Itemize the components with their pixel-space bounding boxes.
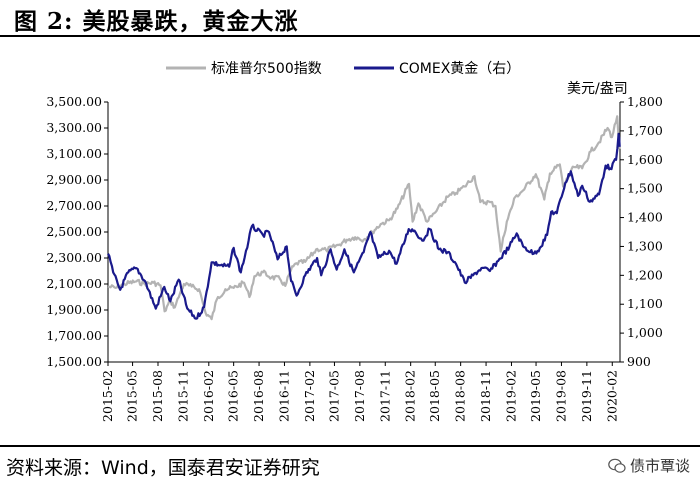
left-tick-label: 3,300.00 (46, 120, 102, 135)
left-tick-label: 3,100.00 (46, 146, 102, 161)
x-tick-label: 2017-05 (326, 370, 341, 422)
x-tick-label: 2017-02 (302, 370, 317, 422)
legend-label-gold: COMEX黄金（右） (399, 60, 520, 77)
right-tick-label: 1,000 (627, 325, 663, 340)
chart: 标准普尔500指数 COMEX黄金（右） 美元/盎司 1,500.00 1,700… (46, 60, 663, 422)
x-tick-label: 2016-05 (226, 370, 241, 422)
series-line-gold (107, 132, 621, 320)
plot-area (107, 115, 621, 321)
x-tick-label: 2017-08 (352, 370, 367, 422)
left-tick-label: 2,300.00 (46, 250, 102, 265)
x-tick-label: 2016-08 (251, 370, 266, 422)
right-tick-label: 1,300 (627, 238, 663, 253)
left-tick-label: 1,900.00 (46, 302, 102, 317)
x-tick-label: 2018-05 (427, 370, 442, 422)
x-tick-label: 2018-08 (453, 370, 468, 422)
x-tick-label: 2019-02 (503, 370, 518, 422)
right-tick-label: 1,200 (627, 267, 663, 282)
legend-label-sp500: 标准普尔500指数 (211, 61, 322, 77)
axes: 1,500.00 1,700.00 1,900.00 2,100.00 2,300.00… (46, 94, 663, 422)
x-tick-label: 2019-08 (553, 370, 568, 422)
series-line-sp500 (107, 115, 621, 321)
x-tick-label: 2018-11 (478, 370, 493, 422)
right-tick-label: 1,500 (627, 181, 663, 196)
x-tick-label: 2018-02 (403, 370, 418, 422)
x-tick-label: 2020-02 (604, 370, 619, 422)
left-tick-label: 2,100.00 (46, 276, 102, 291)
wechat-icon (608, 458, 626, 473)
left-tick-label: 2,700.00 (46, 198, 102, 213)
watermark-text: 债市覃谈 (629, 457, 690, 475)
x-tick-label: 2015-05 (125, 370, 140, 422)
source-note: 资料来源：Wind，国泰君安证券研究 (6, 457, 320, 479)
left-tick-label: 3,500.00 (46, 94, 102, 109)
x-tick-label: 2015-02 (100, 370, 115, 422)
x-tick-label: 2015-11 (175, 370, 190, 422)
right-tick-label: 1,700 (627, 123, 663, 138)
right-tick-label: 1,600 (627, 152, 663, 167)
left-tick-label: 2,900.00 (46, 172, 102, 187)
x-tick-label: 2019-11 (579, 370, 594, 422)
x-tick-label: 2019-05 (528, 370, 543, 422)
left-tick-label: 1,500.00 (46, 354, 102, 369)
x-tick-label: 2016-02 (201, 370, 216, 422)
left-tick-label: 2,500.00 (46, 224, 102, 239)
x-tick-label: 2016-11 (276, 370, 291, 422)
left-tick-label: 1,700.00 (46, 328, 102, 343)
right-tick-label: 1,100 (627, 296, 663, 311)
watermark: 债市覃谈 (608, 455, 690, 476)
x-tick-label: 2017-11 (377, 370, 392, 422)
right-tick-label: 1,400 (627, 210, 663, 225)
right-axis-unit: 美元/盎司 (567, 81, 628, 97)
legend: 标准普尔500指数 COMEX黄金（右） (166, 60, 520, 77)
right-tick-label: 1,800 (627, 94, 663, 109)
page-title: 图 2: 美股暴跌，黄金大涨 (14, 8, 299, 35)
top-rule (0, 35, 700, 37)
right-tick-label: 900 (627, 354, 651, 369)
bottom-rule (0, 445, 700, 447)
x-tick-label: 2015-08 (150, 370, 165, 422)
